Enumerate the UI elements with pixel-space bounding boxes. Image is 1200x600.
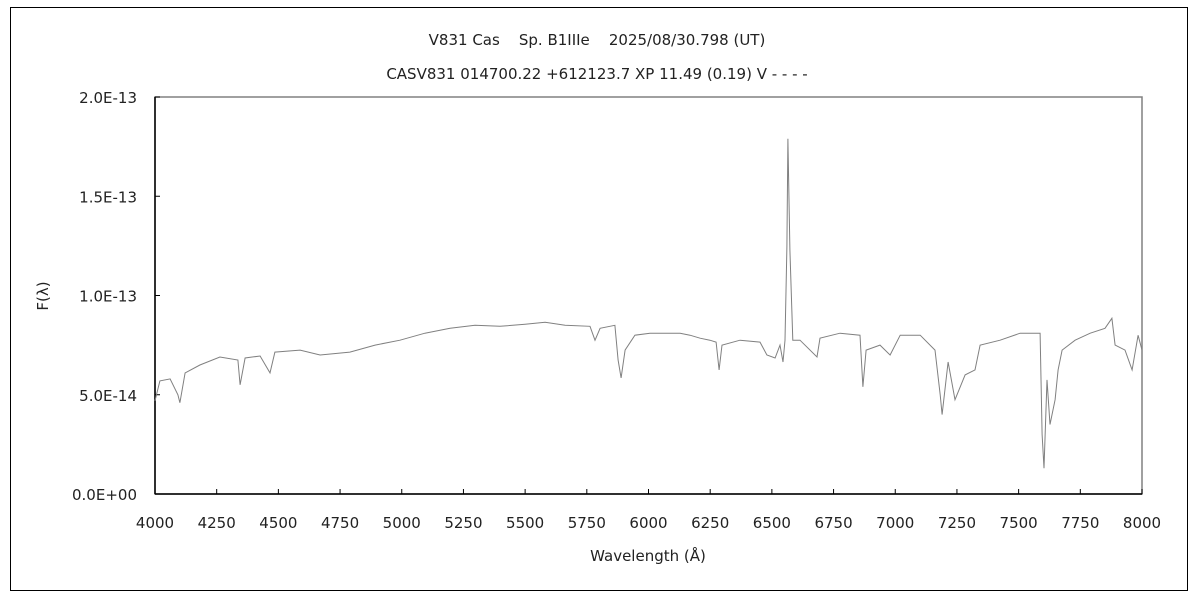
y-axis-label: F(λ)	[34, 281, 52, 310]
x-tick-label: 6250	[691, 514, 729, 532]
x-tick-label: 6500	[753, 514, 791, 532]
x-tick-label: 7500	[1000, 514, 1038, 532]
y-tick-label: 0.0E+00	[72, 486, 137, 504]
x-tick-label: 7250	[938, 514, 976, 532]
x-tick-label: 8000	[1123, 514, 1161, 532]
spectrum-line	[154, 138, 1143, 469]
x-tick-label: 6750	[814, 514, 852, 532]
x-tick-label: 4000	[136, 514, 174, 532]
x-tick-label: 4500	[259, 514, 297, 532]
x-tick-label: 6000	[629, 514, 667, 532]
y-tick-label: 1.0E-13	[79, 288, 137, 306]
x-tick-label: 5000	[383, 514, 421, 532]
y-tick-label: 2.0E-13	[79, 89, 137, 107]
x-tick-label: 5250	[444, 514, 482, 532]
chart-title: V831 Cas Sp. B1IIIe 2025/08/30.798 (UT)	[429, 31, 766, 49]
x-axis-label: Wavelength (Å)	[590, 546, 706, 565]
x-tick-label: 7750	[1061, 514, 1099, 532]
y-tick-label: 1.5E-13	[79, 188, 137, 206]
chart-subtitle: CASV831 014700.22 +612123.7 XP 11.49 (0.…	[386, 65, 807, 83]
x-tick-label: 4250	[198, 514, 236, 532]
x-tick-label: 7000	[876, 514, 914, 532]
outer-frame	[10, 7, 1188, 591]
x-tick-label: 4750	[321, 514, 359, 532]
x-tick-label: 5750	[568, 514, 606, 532]
y-tick-label: 5.0E-14	[79, 387, 137, 405]
x-tick-label: 5500	[506, 514, 544, 532]
